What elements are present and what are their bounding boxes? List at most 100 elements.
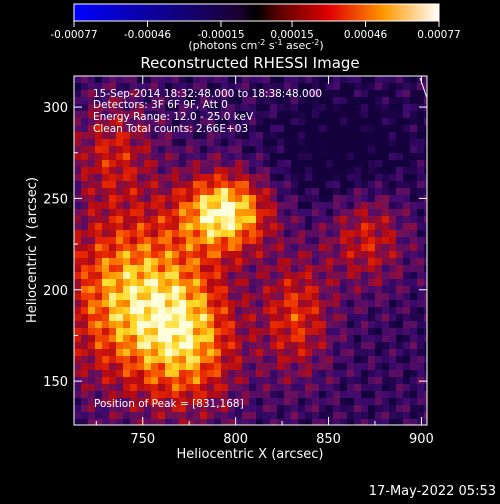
heatmap-cell — [389, 188, 396, 195]
heatmap-cell — [326, 202, 333, 209]
heatmap-cell — [375, 363, 382, 370]
heatmap-cell — [228, 160, 235, 167]
heatmap-cell — [158, 118, 165, 125]
heatmap-cell — [137, 363, 144, 370]
heatmap-cell — [403, 405, 410, 412]
heatmap-cell — [361, 293, 368, 300]
heatmap-cell — [312, 202, 319, 209]
heatmap-cell — [417, 118, 424, 125]
heatmap-cell — [144, 125, 151, 132]
heatmap-cell — [151, 160, 158, 167]
heatmap-cell — [109, 363, 116, 370]
heatmap-cell — [347, 370, 354, 377]
heatmap-cell — [410, 335, 417, 342]
heatmap-cell — [312, 300, 319, 307]
heatmap-cell — [165, 398, 172, 405]
heatmap-cell — [137, 202, 144, 209]
heatmap-cell — [207, 265, 214, 272]
heatmap-cell — [193, 167, 200, 174]
heatmap-cell — [144, 97, 151, 104]
heatmap-cell — [130, 167, 137, 174]
heatmap-cell — [417, 90, 424, 97]
heatmap-cell — [242, 223, 249, 230]
heatmap-cell — [102, 328, 109, 335]
heatmap-cell — [144, 188, 151, 195]
heatmap-cell — [403, 237, 410, 244]
heatmap-cell — [95, 391, 102, 398]
heatmap-cell — [249, 419, 256, 425]
heatmap-cell — [319, 265, 326, 272]
heatmap-cell — [403, 139, 410, 146]
heatmap-cell — [256, 174, 263, 181]
heatmap-cell — [270, 132, 277, 139]
heatmap-cell — [305, 125, 312, 132]
heatmap-cell — [207, 97, 214, 104]
heatmap-cell — [130, 181, 137, 188]
heatmap-cell — [144, 391, 151, 398]
heatmap-cell — [165, 244, 172, 251]
heatmap-cell — [389, 286, 396, 293]
heatmap-cell — [102, 391, 109, 398]
heatmap-cell — [305, 377, 312, 384]
heatmap-cell — [249, 300, 256, 307]
heatmap-cell — [354, 349, 361, 356]
heatmap-cell — [417, 174, 424, 181]
heatmap-cell — [403, 132, 410, 139]
heatmap-cell — [410, 321, 417, 328]
heatmap-cell — [312, 188, 319, 195]
heatmap-cell — [74, 321, 81, 328]
heatmap-cell — [95, 160, 102, 167]
heatmap-cell — [270, 223, 277, 230]
heatmap-cell — [81, 153, 88, 160]
heatmap-cell — [165, 258, 172, 265]
heatmap-cell — [186, 104, 193, 111]
heatmap-cell — [144, 216, 151, 223]
heatmap-cell — [95, 419, 102, 425]
heatmap-cell — [298, 146, 305, 153]
heatmap-cell — [235, 195, 242, 202]
heatmap-cell — [242, 384, 249, 391]
heatmap-cell — [312, 335, 319, 342]
heatmap-cell — [319, 209, 326, 216]
heatmap-cell — [347, 111, 354, 118]
heatmap-cell — [396, 181, 403, 188]
heatmap-cell — [81, 300, 88, 307]
heatmap-cell — [403, 419, 410, 425]
heatmap-cell — [410, 230, 417, 237]
heatmap-cell — [165, 223, 172, 230]
heatmap-cell — [305, 244, 312, 251]
heatmap-cell — [270, 279, 277, 286]
heatmap-cell — [256, 279, 263, 286]
heatmap-cell — [144, 405, 151, 412]
heatmap-cell — [214, 181, 221, 188]
heatmap-cell — [207, 202, 214, 209]
heatmap-cell — [270, 398, 277, 405]
heatmap-cell — [144, 90, 151, 97]
heatmap-cell — [200, 356, 207, 363]
heatmap-cell — [284, 279, 291, 286]
heatmap-cell — [151, 258, 158, 265]
heatmap-cell — [417, 377, 424, 384]
heatmap-cell — [354, 377, 361, 384]
heatmap-cell — [333, 419, 340, 425]
heatmap-cell — [291, 377, 298, 384]
heatmap-cell — [109, 132, 116, 139]
heatmap-cell — [354, 90, 361, 97]
heatmap-cell — [158, 265, 165, 272]
heatmap-cell — [403, 230, 410, 237]
heatmap-cell — [165, 314, 172, 321]
heatmap-cell — [249, 272, 256, 279]
heatmap-cell — [221, 244, 228, 251]
heatmap-cell — [347, 363, 354, 370]
heatmap-cell — [200, 349, 207, 356]
heatmap-cell — [88, 139, 95, 146]
heatmap-cell — [277, 202, 284, 209]
heatmap-cell — [263, 146, 270, 153]
heatmap-cell — [333, 125, 340, 132]
heatmap-cell — [361, 405, 368, 412]
heatmap-cell — [242, 377, 249, 384]
annotation-detectors: Detectors: 3F 6F 9F, Att 0 — [93, 99, 228, 111]
heatmap-cell — [88, 216, 95, 223]
heatmap-cell — [354, 111, 361, 118]
heatmap-cell — [242, 258, 249, 265]
